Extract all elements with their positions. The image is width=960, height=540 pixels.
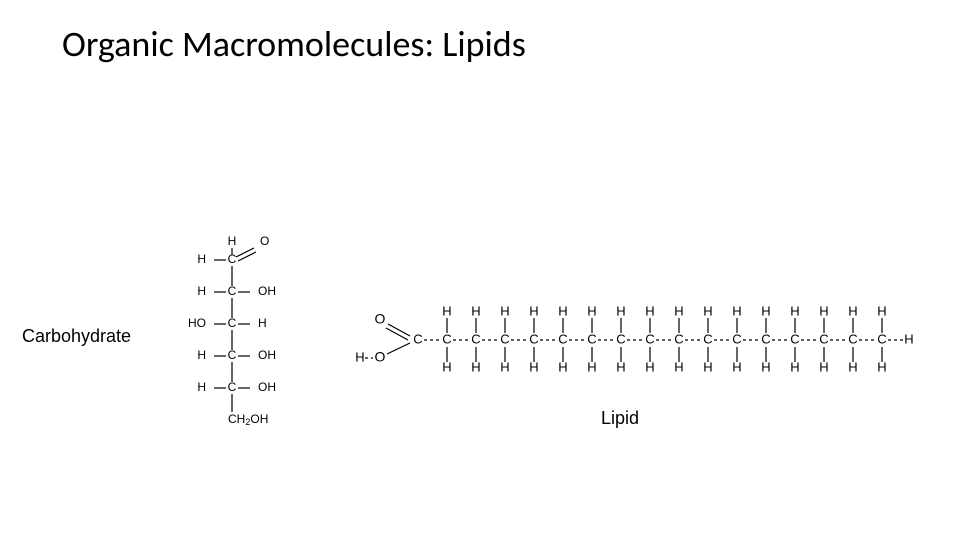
svg-text:C: C (732, 331, 741, 346)
svg-text:C: C (703, 331, 712, 346)
svg-text:H: H (258, 316, 267, 330)
svg-text:H: H (442, 303, 451, 318)
svg-text:H: H (197, 348, 206, 362)
svg-text:C: C (442, 331, 451, 346)
svg-text:C: C (616, 331, 625, 346)
svg-text:O: O (375, 311, 386, 327)
svg-text:C: C (645, 331, 654, 346)
svg-text:H: H (848, 303, 857, 318)
svg-text:H: H (904, 331, 913, 346)
svg-text:HO: HO (188, 316, 206, 330)
carbohydrate-label: Carbohydrate (22, 326, 131, 347)
svg-text:H: H (645, 303, 654, 318)
svg-text:C: C (228, 316, 237, 330)
svg-text:H: H (471, 303, 480, 318)
svg-text:H: H (587, 303, 596, 318)
svg-text:C: C (471, 331, 480, 346)
svg-text:C: C (877, 331, 886, 346)
svg-text:C: C (790, 331, 799, 346)
svg-text:C: C (228, 380, 237, 394)
svg-text:OH: OH (258, 380, 276, 394)
svg-text:C: C (500, 331, 509, 346)
svg-text:C: C (558, 331, 567, 346)
lipid-structure: OHOCCHHCHHCHHCHHCHHCHHCHHCHHCHHCHHCHHCHH… (340, 290, 930, 390)
svg-text:H: H (500, 303, 509, 318)
svg-text:H: H (674, 303, 683, 318)
svg-text:C: C (413, 331, 422, 346)
slide-title: Organic Macromolecules: Lipids (62, 22, 526, 66)
svg-text:C: C (819, 331, 828, 346)
svg-text:O: O (375, 349, 386, 365)
lipid-label: Lipid (601, 408, 639, 429)
svg-text:H: H (703, 303, 712, 318)
svg-text:H: H (616, 303, 625, 318)
svg-text:H: H (558, 303, 567, 318)
svg-text:C: C (587, 331, 596, 346)
svg-text:OH: OH (258, 284, 276, 298)
svg-text:C: C (228, 348, 237, 362)
svg-text:C: C (529, 331, 538, 346)
carbohydrate-structure: HCHOCHOHCHOHCHOHCHOHCH2OH (160, 230, 310, 455)
svg-text:CH2OH: CH2OH (228, 412, 268, 426)
svg-text:H: H (790, 303, 799, 318)
svg-text:C: C (848, 331, 857, 346)
svg-text:H: H (197, 284, 206, 298)
svg-text:OH: OH (258, 348, 276, 362)
svg-text:H: H (197, 380, 206, 394)
svg-text:H: H (529, 303, 538, 318)
svg-text:H: H (197, 252, 206, 266)
svg-text:C: C (674, 331, 683, 346)
svg-text:C: C (761, 331, 770, 346)
svg-text:H: H (732, 303, 741, 318)
svg-text:H: H (761, 303, 770, 318)
svg-text:H: H (877, 303, 886, 318)
svg-text:H: H (355, 349, 364, 364)
svg-text:C: C (228, 284, 237, 298)
svg-text:H: H (228, 234, 237, 248)
slide-container: Organic Macromolecules: Lipids Carbohydr… (0, 0, 960, 540)
svg-text:C: C (228, 252, 237, 266)
svg-text:O: O (260, 234, 269, 248)
svg-text:H: H (819, 303, 828, 318)
